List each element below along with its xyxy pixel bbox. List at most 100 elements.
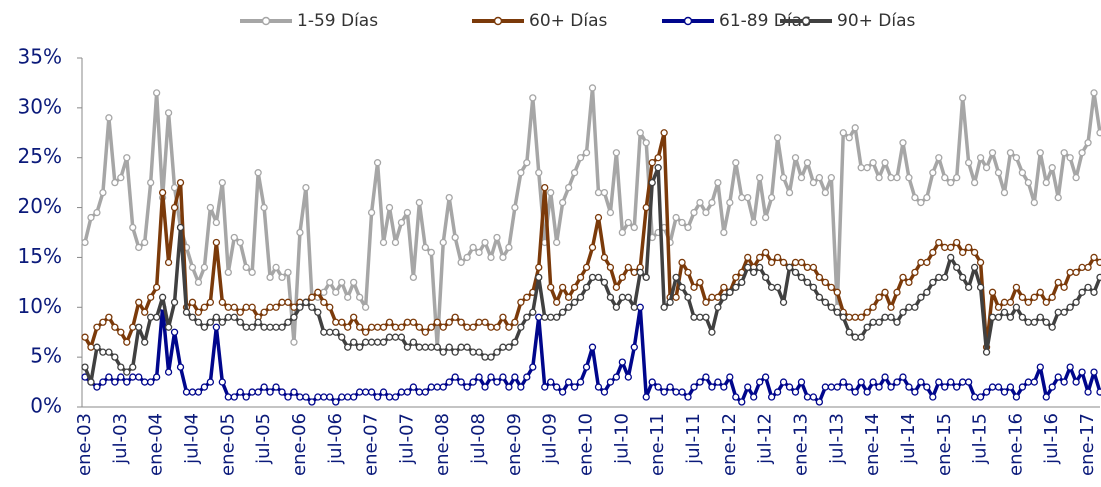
- y-tick-label: 30%: [18, 94, 62, 118]
- point-marker: [612, 373, 621, 381]
- point-marker: [87, 378, 95, 386]
- point-marker: [833, 383, 841, 391]
- point-marker: [636, 303, 644, 311]
- point-marker: [373, 159, 382, 167]
- point-marker: [194, 388, 203, 396]
- point-marker: [350, 338, 358, 346]
- point-marker: [881, 288, 889, 296]
- point-marker: [487, 253, 495, 262]
- point-marker: [803, 278, 812, 287]
- point-marker: [1000, 188, 1009, 197]
- point-marker: [487, 373, 495, 381]
- point-marker: [248, 303, 256, 311]
- point-marker: [457, 343, 465, 351]
- point-marker: [188, 298, 197, 306]
- point-marker: [332, 328, 340, 336]
- point-marker: [314, 308, 322, 316]
- point-marker: [935, 238, 943, 247]
- point-marker: [600, 278, 609, 287]
- legend-label: 60+ Días: [529, 11, 608, 31]
- point-marker: [564, 378, 573, 386]
- point-marker: [135, 323, 143, 331]
- point-marker: [558, 198, 567, 207]
- point-marker: [111, 378, 119, 386]
- point-marker: [917, 198, 925, 207]
- point-marker: [618, 358, 627, 366]
- point-marker: [690, 383, 698, 391]
- point-marker: [923, 258, 931, 267]
- point-marker: [1024, 298, 1033, 306]
- point-marker: [415, 198, 424, 207]
- point-marker: [421, 343, 429, 351]
- point-marker: [99, 318, 107, 326]
- point-marker: [1036, 149, 1044, 157]
- point-marker: [1006, 149, 1015, 157]
- point-marker: [445, 193, 453, 202]
- point-marker: [170, 328, 179, 336]
- point-marker: [815, 273, 824, 282]
- point-marker: [105, 373, 113, 381]
- point-marker: [1024, 378, 1033, 386]
- point-marker: [935, 154, 943, 162]
- point-marker: [964, 378, 973, 386]
- point-marker: [803, 393, 812, 401]
- point-marker: [982, 388, 991, 396]
- point-marker: [194, 318, 203, 326]
- point-marker: [123, 338, 131, 346]
- point-marker: [606, 378, 615, 386]
- point-marker: [314, 288, 322, 296]
- point-marker: [564, 293, 573, 301]
- x-tick-label: jul-05: [253, 413, 274, 465]
- point-marker: [708, 293, 716, 301]
- point-marker: [1012, 303, 1021, 311]
- point-marker: [547, 378, 555, 386]
- point-marker: [493, 378, 501, 386]
- point-marker: [1060, 283, 1068, 291]
- point-marker: [517, 323, 525, 331]
- point-marker: [170, 183, 179, 192]
- point-marker: [809, 393, 818, 401]
- point-marker: [1084, 388, 1092, 396]
- point-marker: [570, 169, 579, 177]
- point-marker: [678, 258, 686, 267]
- point-marker: [947, 378, 955, 386]
- point-marker: [941, 174, 949, 182]
- point-marker: [290, 338, 298, 346]
- point-marker: [439, 383, 447, 391]
- point-marker: [469, 348, 477, 356]
- point-marker: [821, 188, 830, 197]
- point-marker: [941, 243, 949, 252]
- point-marker: [499, 313, 507, 321]
- point-marker: [881, 313, 889, 321]
- point-marker: [218, 318, 226, 326]
- x-tick-label: ene-11: [647, 413, 668, 476]
- point-marker: [905, 278, 913, 287]
- point-marker: [260, 323, 268, 331]
- point-marker: [176, 223, 185, 232]
- point-marker: [111, 323, 119, 331]
- point-marker: [911, 303, 919, 311]
- point-marker: [887, 313, 895, 321]
- point-marker: [953, 263, 961, 272]
- point-marker: [815, 174, 824, 182]
- x-tick-label: ene-16: [1005, 413, 1026, 476]
- point-marker: [355, 343, 364, 351]
- point-marker: [773, 283, 782, 291]
- point-marker: [385, 318, 394, 326]
- point-marker: [224, 313, 232, 321]
- point-marker: [1000, 308, 1009, 316]
- point-marker: [714, 293, 722, 301]
- point-marker: [684, 393, 692, 401]
- point-marker: [326, 278, 334, 287]
- point-marker: [553, 298, 561, 306]
- x-tick-label: jul-09: [540, 413, 561, 465]
- point-marker: [899, 373, 907, 381]
- point-marker: [1072, 174, 1080, 182]
- point-marker: [1096, 258, 1101, 267]
- point-marker: [260, 203, 268, 212]
- point-marker: [1006, 313, 1015, 321]
- point-marker: [797, 273, 806, 282]
- point-marker: [929, 278, 937, 287]
- point-marker: [929, 248, 937, 257]
- point-marker: [642, 393, 650, 401]
